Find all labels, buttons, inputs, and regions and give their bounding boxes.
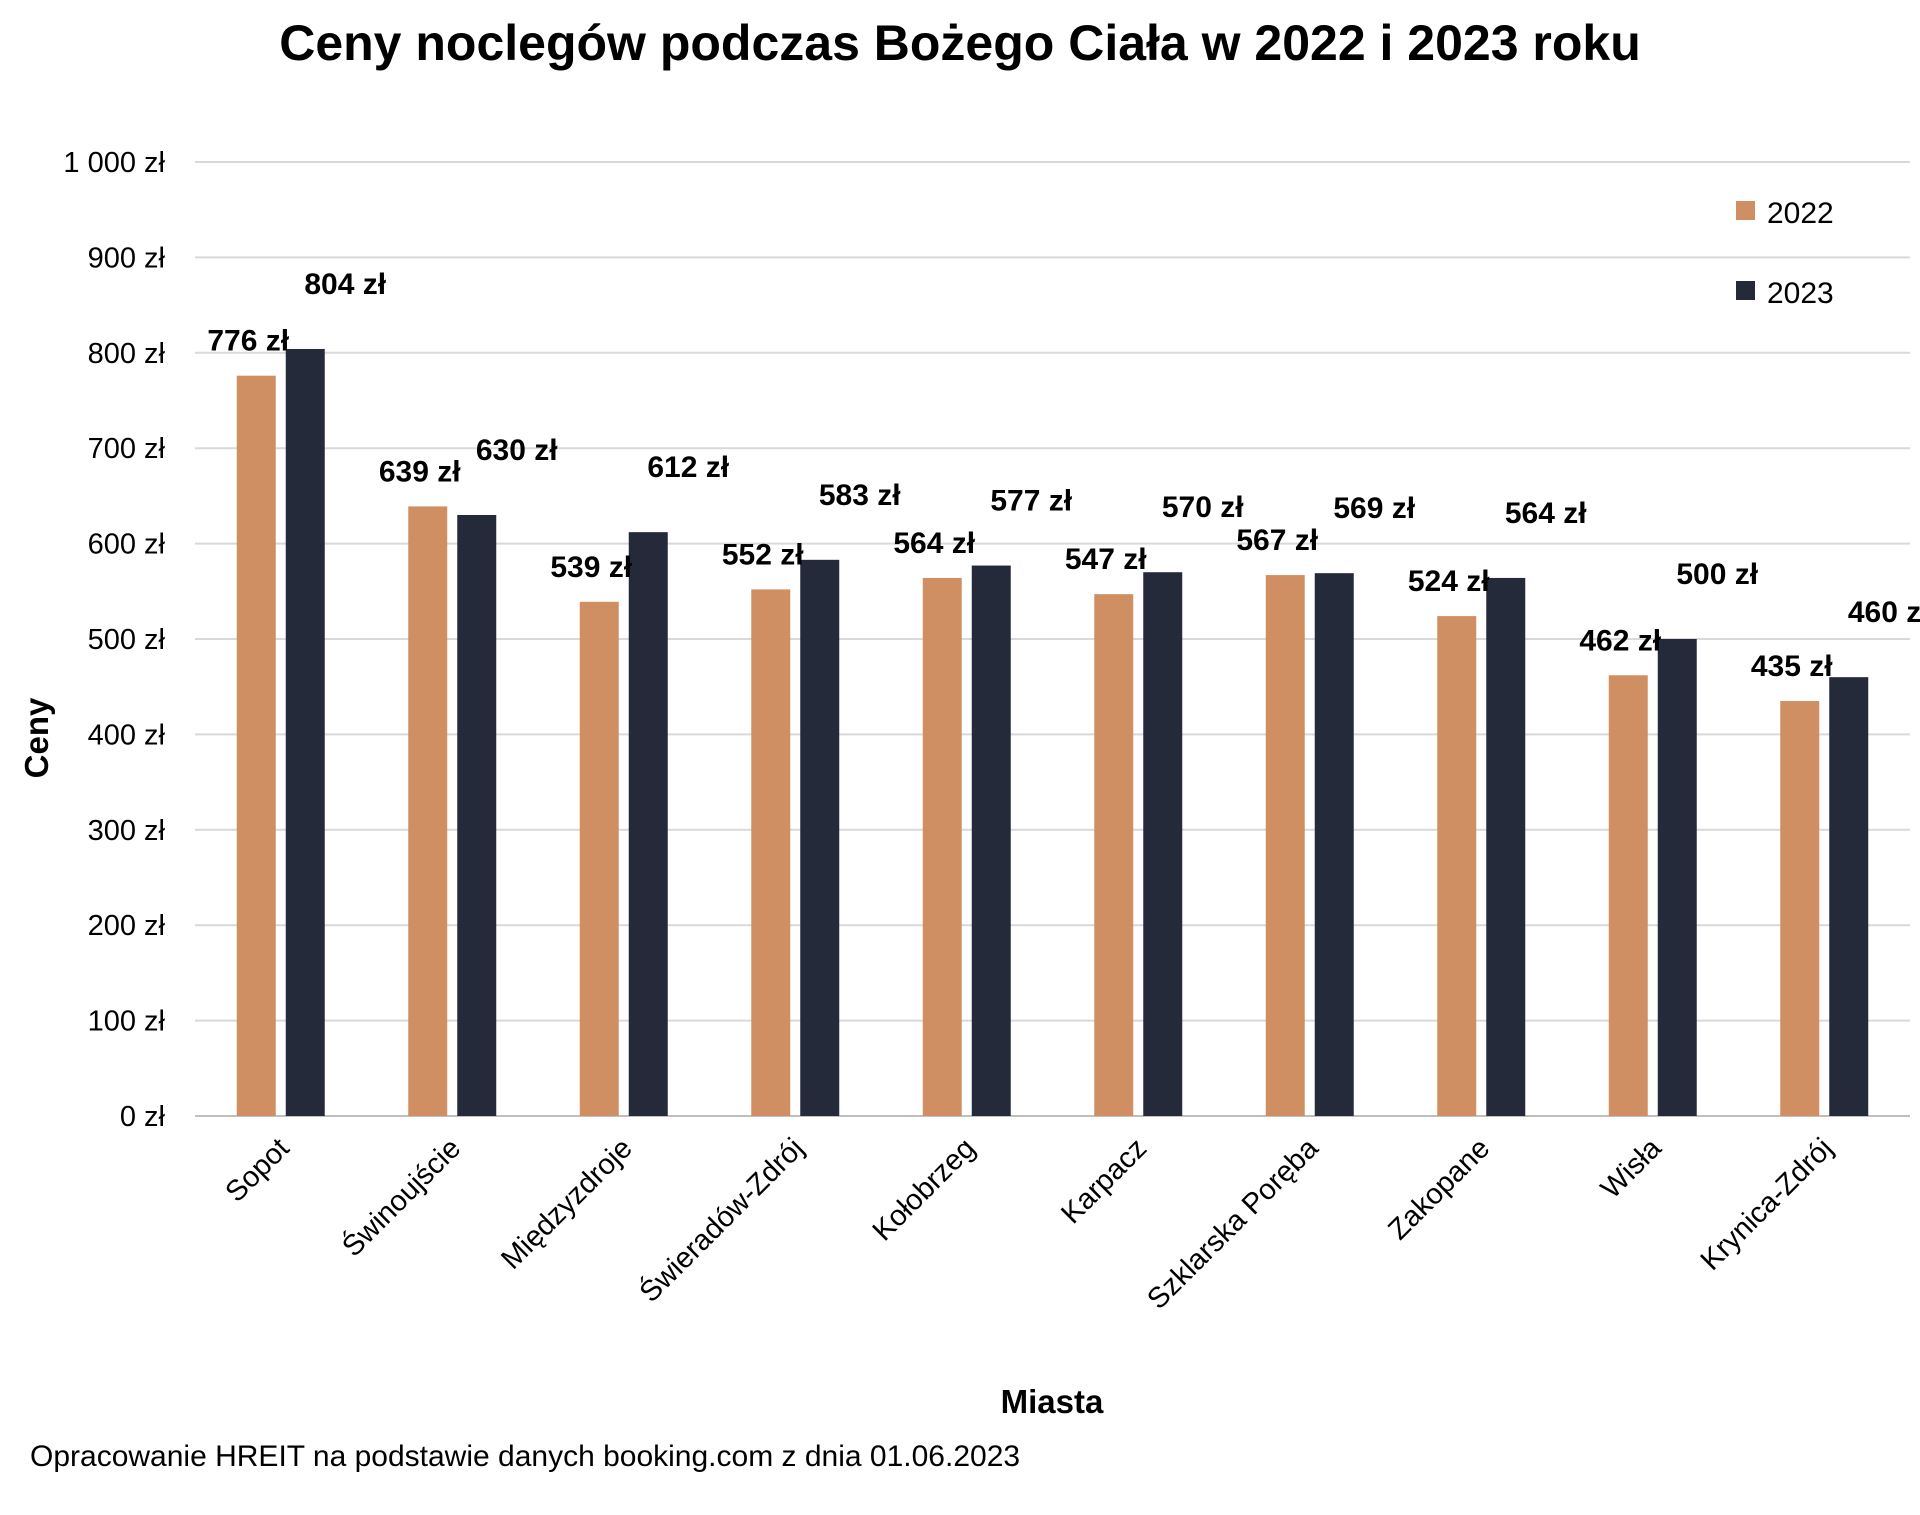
source-note: Opracowanie HREIT na podstawie danych bo… (30, 1440, 1021, 1473)
data-label: 639 zł (379, 455, 461, 488)
data-labels: 776 zł 804 zł 639 zł 630 zł 539 zł 612 zł 552 … (207, 268, 1920, 683)
y-tick-label: 0 zł (120, 1101, 166, 1133)
y-tick-label: 900 zł (88, 242, 166, 274)
data-label: 583 zł (819, 479, 901, 512)
bar-2022 (236, 375, 276, 1116)
bar-2023 (971, 565, 1011, 1116)
x-tick-label: Świeradów-Zdrój (632, 1131, 810, 1309)
x-axis-label: Miasta (1001, 1383, 1104, 1420)
legend-label: 2023 (1767, 277, 1834, 310)
bar-2022 (751, 589, 791, 1116)
y-tick-label: 100 zł (88, 1006, 166, 1038)
bar-2022 (579, 601, 619, 1116)
y-tick-label: 1 000 zł (63, 147, 165, 179)
bar-2023 (1143, 572, 1183, 1116)
x-tick-label: Krynica-Zdrój (1695, 1132, 1840, 1277)
data-label: 547 zł (1065, 543, 1147, 576)
data-label: 539 zł (550, 551, 632, 584)
bar-2023 (1486, 577, 1526, 1116)
legend-swatch (1736, 201, 1755, 220)
data-label: 500 zł (1676, 558, 1758, 591)
x-tick-label: Świnoujście (335, 1131, 467, 1263)
y-tick-label: 700 zł (88, 433, 166, 465)
bar-2023 (628, 532, 668, 1116)
data-label: 630 zł (476, 434, 558, 467)
bars (236, 348, 1869, 1116)
y-axis-ticks: 0 zł 100 zł 200 zł 300 zł 400 zł 500 zł 600 zł… (63, 147, 165, 1133)
bar-2023 (800, 559, 840, 1116)
data-label: 462 zł (1579, 624, 1661, 657)
bar-2022 (1437, 616, 1477, 1116)
legend-label: 2022 (1767, 197, 1834, 230)
bar-2022 (1265, 575, 1305, 1116)
y-axis-label: Ceny (18, 697, 55, 778)
y-tick-label: 800 zł (88, 338, 166, 370)
legend: 2022 2023 (1736, 197, 1834, 310)
y-tick-label: 400 zł (88, 719, 166, 751)
data-label: 804 zł (304, 268, 386, 301)
x-tick-label: Karpacz (1055, 1132, 1153, 1230)
bar-2023 (1314, 573, 1354, 1116)
bar-2023 (457, 514, 497, 1116)
chart-title: Ceny noclegów podczas Bożego Ciała w 202… (279, 15, 1641, 71)
data-label: 564 zł (1505, 497, 1587, 530)
data-label: 567 zł (1236, 524, 1318, 557)
data-label: 552 zł (722, 538, 804, 571)
bar-2023 (1829, 677, 1869, 1116)
y-tick-label: 600 zł (88, 529, 166, 561)
data-label: 564 zł (893, 527, 975, 560)
data-label: 524 zł (1408, 565, 1490, 598)
y-tick-label: 200 zł (88, 910, 166, 942)
x-tick-label: Zakopane (1382, 1132, 1496, 1246)
data-label: 612 zł (647, 451, 729, 484)
bar-2022 (1608, 675, 1648, 1116)
bar-2022 (1780, 701, 1820, 1116)
bar-2022 (408, 506, 448, 1116)
bar-2023 (1657, 639, 1697, 1116)
data-label: 569 zł (1333, 492, 1415, 525)
data-label: 570 zł (1162, 491, 1244, 524)
data-label: 577 zł (990, 485, 1072, 518)
x-tick-label: Sopot (219, 1132, 295, 1208)
bar-2022 (1094, 594, 1134, 1116)
y-tick-label: 300 zł (88, 815, 166, 847)
bar-2023 (285, 348, 325, 1116)
data-label: 435 zł (1751, 650, 1833, 683)
data-label: 460 zł (1848, 596, 1920, 629)
y-tick-label: 500 zł (88, 624, 166, 656)
x-axis-ticks: Sopot Świnoujście MiędzyzdrojeŚwieradów-Zd… (219, 1131, 1839, 1316)
legend-swatch (1736, 281, 1755, 300)
x-tick-label: Międzyzdroje (495, 1132, 638, 1275)
bar-2022 (922, 577, 962, 1116)
data-label: 776 zł (207, 325, 289, 358)
x-tick-label: Szklarska Poręba (1141, 1132, 1325, 1316)
x-tick-label: Kołobrzeg (867, 1132, 982, 1247)
x-tick-label: Wisła (1595, 1132, 1668, 1205)
